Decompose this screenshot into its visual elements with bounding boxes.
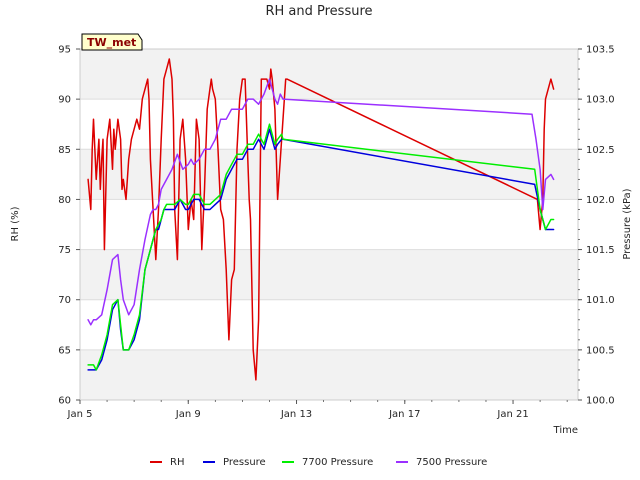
left-axis: 60 65 70 75 80 85 90 95	[58, 45, 80, 407]
legend-label-rh: RH	[170, 457, 184, 468]
y2-tick-label: 101.5	[586, 245, 615, 256]
x-tick-label: Jan 21	[496, 409, 528, 420]
legend-label-7500-pressure: 7500 Pressure	[416, 457, 487, 468]
y-tick-label: 95	[58, 45, 71, 56]
x-tick-label: Jan 13	[280, 409, 312, 420]
background-band	[80, 349, 578, 400]
series-layer	[87, 58, 555, 381]
legend-label-7700-pressure: 7700 Pressure	[302, 457, 373, 468]
x-axis-title: Time	[553, 425, 578, 436]
y2-tick-label: 101.0	[586, 295, 615, 306]
x-axis: Jan 5 Jan 9 Jan 13 Jan 17 Jan 21	[67, 400, 568, 420]
series-line-7700-pressure	[87, 123, 555, 371]
plot-frame	[79, 48, 579, 401]
background-band	[80, 49, 578, 100]
y2-tick-label: 100.5	[586, 345, 615, 356]
y-tick-label: 60	[58, 396, 71, 407]
y-tick-label: 90	[58, 95, 71, 106]
y2-tick-label: 102.5	[586, 145, 615, 156]
site-label-box: TW_met	[81, 33, 143, 51]
y2-tick-label: 103.5	[586, 45, 615, 56]
y2-tick-label: 102.0	[586, 195, 615, 206]
x-tick-label: Jan 5	[67, 409, 93, 420]
legend-label-pressure: Pressure	[223, 457, 266, 468]
y2-tick-label: 100.0	[586, 396, 615, 407]
right-axis: 100.0 100.5 101.0 101.5 102.0 102.5 103.0 103.5	[578, 45, 615, 407]
y2-tick-label: 103.0	[586, 95, 615, 106]
series-line-7500-pressure	[87, 78, 555, 326]
y-tick-label: 85	[58, 145, 71, 156]
x-tick-label: Jan 9	[175, 409, 201, 420]
site-label: TW_met	[87, 36, 136, 49]
series-line-rh	[87, 58, 555, 381]
y-tick-label: 80	[58, 195, 71, 206]
y-axis-title: RH (%)	[10, 206, 21, 241]
y-tick-label: 75	[58, 245, 71, 256]
chart-title: RH and Pressure	[265, 4, 372, 19]
y2-axis-title: Pressure (kPa)	[622, 188, 633, 259]
x-tick-label: Jan 17	[388, 409, 420, 420]
background-band	[80, 149, 578, 200]
y-tick-label: 65	[58, 345, 71, 356]
y-tick-label: 70	[58, 295, 71, 306]
background-bands	[80, 49, 578, 400]
legend: RH Pressure 7700 Pressure 7500 Pressure	[150, 457, 487, 468]
background-band	[80, 249, 578, 300]
